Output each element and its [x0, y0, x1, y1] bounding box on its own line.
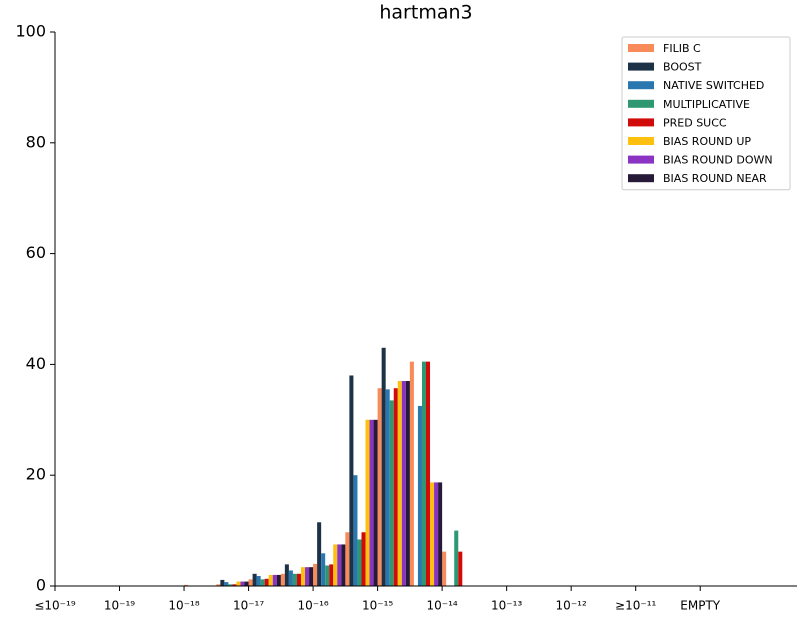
bar — [401, 381, 406, 586]
legend-label: PRED SUCC — [663, 116, 727, 129]
y-tick-label: 60 — [26, 243, 46, 262]
legend-label: BIAS ROUND UP — [663, 135, 751, 148]
bar — [288, 570, 293, 586]
bar — [264, 578, 269, 586]
bar — [184, 584, 189, 586]
bar — [280, 573, 285, 586]
bar — [438, 482, 443, 586]
x-tick-label: 10⁻¹² — [556, 599, 587, 613]
bar — [329, 564, 334, 586]
bar — [405, 381, 410, 586]
bar — [417, 405, 422, 586]
bar — [244, 581, 249, 586]
bar — [337, 544, 342, 586]
bar — [421, 361, 426, 586]
legend-label: FILIB C — [663, 42, 701, 55]
bar — [216, 584, 221, 586]
x-tick-label: 10⁻¹⁹ — [104, 599, 135, 613]
bar — [268, 574, 273, 586]
y-tick-label: 0 — [36, 576, 46, 595]
bar — [276, 574, 281, 586]
x-tick-label: 10⁻¹⁷ — [233, 599, 264, 613]
bar — [240, 581, 245, 586]
bar — [232, 584, 237, 586]
legend-label: BIAS ROUND NEAR — [663, 172, 767, 185]
bar — [430, 482, 435, 586]
legend-label: MULTIPLICATIVE — [663, 98, 750, 111]
bar — [409, 361, 414, 586]
bar — [256, 576, 261, 586]
y-tick-label: 20 — [26, 465, 46, 484]
bar — [353, 475, 358, 586]
bar — [228, 584, 233, 586]
bar — [357, 539, 362, 586]
x-tick-label: 10⁻¹⁶ — [297, 599, 328, 613]
bar — [381, 347, 386, 586]
bar — [393, 388, 398, 586]
bar — [292, 573, 297, 586]
bar — [220, 579, 225, 586]
x-tick-label: ≤10⁻¹⁹ — [34, 599, 75, 613]
bar — [442, 551, 447, 586]
bar — [389, 400, 394, 586]
bar — [373, 419, 378, 586]
bar — [377, 388, 382, 586]
x-tick-label: 10⁻¹⁴ — [427, 599, 458, 613]
bar — [333, 544, 338, 586]
bar — [345, 532, 350, 586]
legend-label: NATIVE SWITCHED — [663, 79, 764, 92]
bar — [458, 551, 463, 586]
bar — [365, 419, 370, 586]
legend-swatch — [628, 118, 654, 127]
bar — [272, 574, 277, 586]
bar — [296, 573, 301, 586]
bar — [385, 389, 390, 586]
legend-label: BOOST — [663, 61, 702, 74]
bar — [313, 563, 318, 586]
bar — [224, 582, 229, 586]
bar — [317, 522, 322, 586]
bar — [252, 573, 257, 586]
bar — [434, 482, 439, 586]
bar — [300, 567, 306, 586]
x-tick-label: 10⁻¹⁸ — [168, 599, 199, 613]
bar — [305, 567, 310, 586]
bar — [260, 579, 265, 586]
y-tick-label: 80 — [26, 132, 46, 151]
bar — [454, 530, 459, 586]
bar — [325, 565, 330, 586]
bar — [248, 579, 253, 586]
chart-title: hartman3 — [379, 2, 472, 24]
legend-swatch — [628, 99, 654, 108]
legend-swatch — [628, 81, 654, 90]
y-tick-label: 100 — [15, 22, 46, 41]
x-tick-label: ≥10⁻¹¹ — [615, 599, 656, 613]
x-tick-label: 10⁻¹³ — [491, 599, 522, 613]
legend-box — [621, 36, 791, 191]
bar — [236, 581, 241, 586]
bar — [349, 375, 354, 586]
bar — [397, 381, 402, 586]
legend-swatch — [628, 155, 654, 164]
x-tick-label: EMPTY — [680, 599, 721, 613]
bar — [361, 532, 366, 586]
legend-swatch — [628, 62, 654, 71]
y-tick-label: 40 — [26, 354, 46, 373]
bar — [321, 553, 326, 586]
legend-swatch — [628, 174, 654, 183]
legend-swatch — [628, 137, 654, 145]
x-tick-label: 10⁻¹⁵ — [362, 599, 393, 613]
bar — [341, 544, 346, 586]
legend-label: BIAS ROUND DOWN — [663, 154, 773, 167]
bar — [369, 419, 374, 586]
bar — [309, 567, 314, 586]
bar — [284, 564, 289, 586]
legend-swatch — [628, 44, 654, 52]
bar — [426, 361, 431, 586]
